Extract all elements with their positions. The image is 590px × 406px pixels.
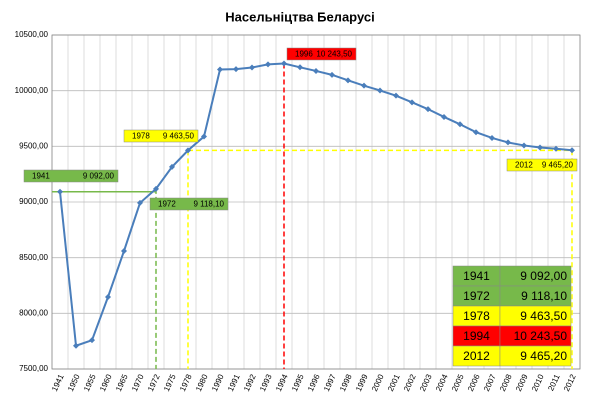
- data-point: [537, 144, 543, 151]
- data-point: [121, 247, 127, 254]
- data-point: [425, 106, 431, 113]
- data-point: [569, 147, 575, 154]
- table-value: 9 463,50: [520, 309, 567, 323]
- data-point: [185, 147, 191, 154]
- callout-value: 9 465,20: [542, 161, 574, 170]
- callout-box: [149, 197, 229, 211]
- data-point: [377, 87, 383, 94]
- plot-border: [51, 34, 581, 370]
- callout-year: 1996: [295, 50, 313, 59]
- table-value: 9 092,00: [520, 269, 567, 283]
- table-year: 2012: [463, 349, 490, 363]
- y-tick-label: 8000,00: [19, 308, 48, 317]
- data-point: [457, 121, 463, 128]
- data-point: [345, 77, 351, 84]
- data-point: [89, 337, 95, 344]
- y-tick-label: 10500,00: [15, 30, 49, 39]
- callout-box: [123, 129, 199, 143]
- chart-title: Насельніцтва Беларусі: [225, 9, 374, 24]
- data-point: [361, 82, 367, 89]
- table-year: 1941: [463, 269, 490, 283]
- data-point: [313, 67, 319, 74]
- callout-box: [23, 169, 119, 183]
- callout-year: 1941: [32, 172, 50, 181]
- data-point: [441, 113, 447, 120]
- table-year: 1994: [463, 329, 490, 343]
- data-point: [201, 133, 207, 140]
- table-value: 9 465,20: [520, 349, 567, 363]
- callout-value: 9 092,00: [83, 172, 115, 181]
- callout-value: 9 118,10: [193, 200, 224, 209]
- data-point: [217, 66, 223, 73]
- data-point: [73, 342, 79, 349]
- data-point: [473, 129, 479, 136]
- data-point: [137, 199, 143, 206]
- callout-year: 1978: [132, 132, 150, 141]
- data-point: [553, 145, 559, 152]
- data-point: [169, 163, 175, 170]
- data-point: [489, 134, 495, 141]
- table-year: 1978: [463, 309, 490, 323]
- callout-box: [506, 158, 578, 172]
- table-year: 1972: [463, 289, 490, 303]
- data-point: [521, 142, 527, 149]
- data-point: [329, 71, 335, 78]
- callout-year: 2012: [515, 161, 533, 170]
- y-tick-label: 9000,00: [19, 197, 48, 206]
- y-tick-label: 8500,00: [19, 253, 48, 262]
- callout-box: [286, 47, 357, 61]
- y-tick-label: 7500,00: [19, 364, 48, 373]
- table-value: 10 243,50: [514, 329, 568, 343]
- data-point: [281, 60, 287, 67]
- callout-year: 1972: [158, 200, 176, 209]
- data-point: [505, 139, 511, 146]
- y-tick-label: 9500,00: [19, 141, 48, 150]
- data-point: [105, 293, 111, 300]
- data-point: [393, 92, 399, 99]
- data-point: [297, 64, 303, 71]
- y-tick-label: 10000,00: [15, 86, 49, 95]
- data-point: [409, 99, 415, 106]
- table-cell: [499, 345, 572, 367]
- data-point: [233, 66, 239, 73]
- callout-value: 9 463,50: [163, 132, 195, 141]
- callout-value: 10 243,50: [316, 50, 352, 59]
- data-point: [249, 64, 255, 71]
- data-point: [265, 61, 271, 68]
- table-value: 9 118,10: [521, 289, 567, 303]
- data-point: [57, 188, 63, 195]
- data-point: [153, 185, 159, 192]
